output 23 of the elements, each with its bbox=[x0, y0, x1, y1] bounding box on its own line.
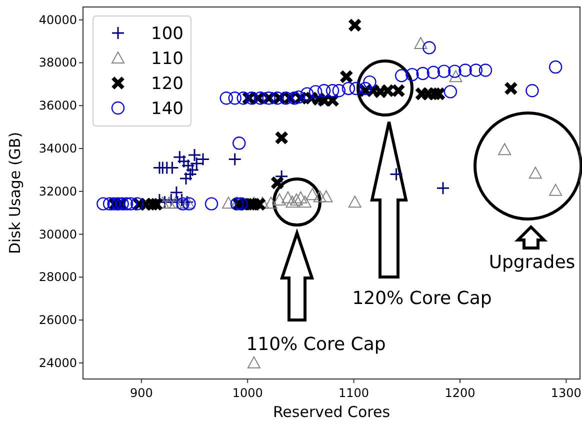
x-tick-label: 900 bbox=[130, 386, 153, 400]
y-tick-label: 26000 bbox=[38, 313, 77, 328]
legend-label: 140 bbox=[151, 99, 184, 119]
x-tick-label: 1300 bbox=[550, 386, 582, 400]
annotation: 110% Core Cap bbox=[246, 334, 386, 355]
legend-label: 120 bbox=[151, 74, 184, 94]
y-tick-label: 36000 bbox=[38, 98, 77, 113]
y-tick-label: 30000 bbox=[38, 227, 77, 242]
y-axis-title: Disk Usage (GB) bbox=[6, 132, 24, 254]
annotation: 120% Core Cap bbox=[352, 288, 492, 309]
x-tick-label: 1200 bbox=[444, 386, 476, 400]
y-tick-label: 34000 bbox=[38, 142, 77, 156]
legend-label: 100 bbox=[151, 24, 184, 44]
y-tick-label: 40000 bbox=[38, 12, 77, 27]
y-tick-label: 28000 bbox=[38, 270, 77, 284]
x-axis-title: Reserved Cores bbox=[272, 403, 390, 421]
y-tick-label: 32000 bbox=[38, 184, 77, 198]
legend-label: 110 bbox=[151, 49, 184, 69]
x-tick-label: 1000 bbox=[232, 386, 263, 400]
y-tick-label: 38000 bbox=[38, 56, 77, 70]
annotation: Upgrades bbox=[488, 252, 576, 273]
x-tick-label: 1100 bbox=[338, 386, 370, 400]
y-tick-label: 24000 bbox=[38, 356, 77, 370]
